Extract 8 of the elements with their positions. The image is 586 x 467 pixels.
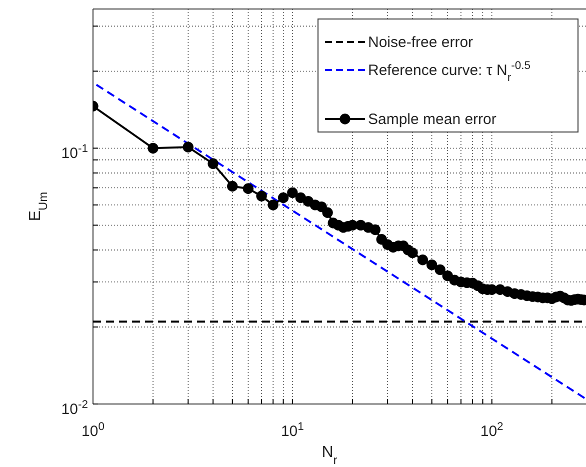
x-tick-label: 10$^{0}$ [82,421,104,440]
x-tick-label: 10$^{1}$ [280,421,304,440]
legend-label: Noise-free error [368,34,474,51]
legend-label: Sample mean error [368,111,496,128]
x-tick-label: 10$^{2}$ [480,421,504,440]
y-tick-label: 10$^{-1}$ [61,143,88,162]
x-axis-title: N$_{r}$ [322,444,338,467]
y-tick-label: 10$^{-2}$ [61,399,88,418]
